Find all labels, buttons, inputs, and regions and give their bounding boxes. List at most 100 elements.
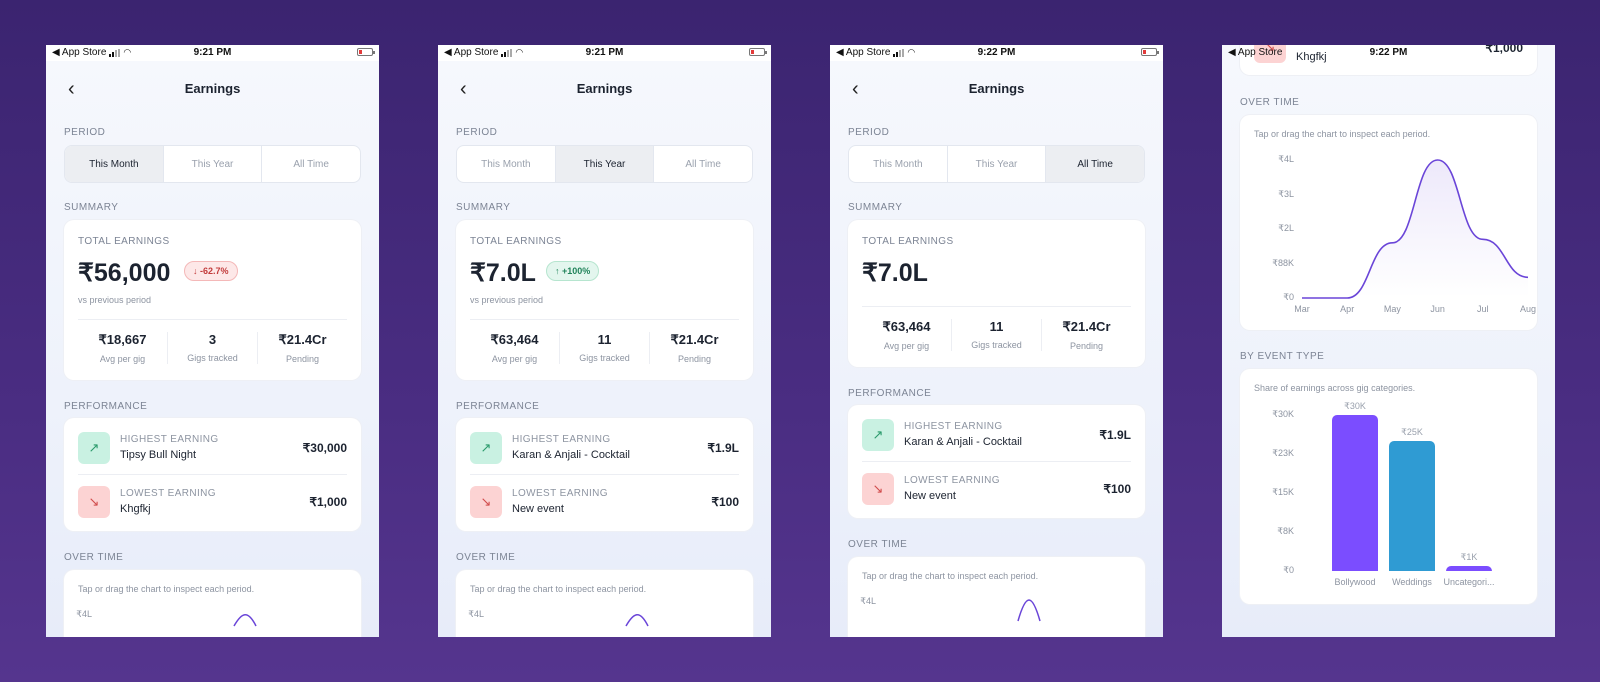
stat-gigs-tracked: 11Gigs tracked [952, 319, 1042, 351]
phone-screen-3: ◀ App Store ◠ 9:22 PM ‹ Earnings PERIOD … [830, 45, 1163, 637]
tab-this-month[interactable]: This Month [849, 146, 948, 182]
total-earnings-value: ₹7.0L [470, 258, 536, 288]
over-time-hint: Tap or drag the chart to inspect each pe… [862, 571, 1038, 581]
section-label-performance: PERFORMANCE [456, 401, 539, 412]
trend-up-icon: ↗ [78, 432, 110, 464]
over-time-chart-peek [626, 610, 686, 630]
page-title: Earnings [830, 81, 1163, 96]
phone-screen-4: ↘Khgfkj₹1,000◀ App Store9:22 PMOVER TIME… [1222, 45, 1555, 637]
highest-earning-value: ₹1.9L [1099, 428, 1131, 442]
tab-this-month[interactable]: This Month [65, 146, 164, 182]
over-time-card[interactable]: Tap or drag the chart to inspect each pe… [1240, 115, 1537, 330]
by-event-hint: Share of earnings across gig categories. [1254, 383, 1415, 393]
summary-card: TOTAL EARNINGS ₹7.0L ₹63,464Avg per gig … [848, 220, 1145, 367]
bar-value-label: ₹1K [1461, 552, 1478, 563]
highest-earning-row[interactable]: ↗ HIGHEST EARNING Tipsy Bull Night ₹30,0… [78, 432, 347, 464]
y-tick-label: ₹8K [1258, 526, 1294, 537]
divider [470, 319, 739, 320]
over-time-card[interactable]: Tap or drag the chart to inspect each pe… [64, 570, 361, 637]
divider [862, 461, 1131, 462]
stat-avg-per-gig: ₹63,464Avg per gig [862, 319, 952, 351]
bar[interactable] [1332, 415, 1378, 571]
tab-all-time[interactable]: All Time [262, 146, 360, 182]
over-time-line-chart[interactable] [1240, 115, 1555, 330]
summary-card: TOTAL EARNINGS ₹56,000 ↓ -62.7% vs previ… [64, 220, 361, 380]
tab-all-time[interactable]: All Time [1046, 146, 1144, 182]
page-title: Earnings [438, 81, 771, 96]
y-tick-label: ₹15K [1258, 487, 1294, 498]
section-label-summary: SUMMARY [64, 202, 118, 213]
series-line [234, 615, 256, 626]
bar-value-label: ₹30K [1344, 401, 1366, 412]
vs-previous-label: vs previous period [470, 295, 543, 305]
series-line [626, 615, 648, 626]
highest-earning-row[interactable]: ↗ HIGHEST EARNING Karan & Anjali - Cockt… [470, 432, 739, 464]
tab-this-year[interactable]: This Year [948, 146, 1047, 182]
period-selector: This Month This Year All Time [848, 145, 1145, 183]
series-line [1018, 600, 1040, 621]
over-time-card[interactable]: Tap or drag the chart to inspect each pe… [456, 570, 753, 637]
lowest-earning-label: LOWEST EARNING [512, 488, 608, 499]
trend-up-icon: ↗ [862, 419, 894, 451]
y-tick-label: ₹30K [1258, 409, 1294, 420]
trend-up-icon: ↗ [470, 432, 502, 464]
y-tick-label: ₹4L [448, 609, 484, 620]
phone-screen-1: ◀ App Store ◠ 9:21 PM ‹ Earnings PERIOD … [46, 45, 379, 637]
total-earnings-value: ₹56,000 [78, 258, 170, 288]
total-earnings-value: ₹7.0L [862, 258, 928, 288]
status-time: 9:21 PM [46, 47, 379, 58]
lowest-earning-row[interactable]: ↘ LOWEST EARNING New event ₹100 [470, 486, 739, 518]
change-badge: ↑ +100% [546, 261, 599, 281]
status-time: 9:21 PM [438, 47, 771, 58]
period-selector: This Month This Year All Time [456, 145, 753, 183]
x-tick-label: Bollywood [1334, 577, 1375, 587]
lowest-earning-row[interactable]: ↘ LOWEST EARNING Khgfkj ₹1,000 [78, 486, 347, 518]
lowest-earning-label: LOWEST EARNING [120, 488, 216, 499]
highest-earning-row[interactable]: ↗ HIGHEST EARNING Karan & Anjali - Cockt… [862, 419, 1131, 451]
vs-previous-label: vs previous period [78, 295, 151, 305]
tab-this-year[interactable]: This Year [556, 146, 655, 182]
tab-all-time[interactable]: All Time [654, 146, 752, 182]
highest-earning-name: Karan & Anjali - Cocktail [904, 436, 1022, 448]
battery-icon [357, 48, 373, 56]
page-title: Earnings [46, 81, 379, 96]
over-time-hint: Tap or drag the chart to inspect each pe… [78, 584, 254, 594]
stat-avg-per-gig: ₹18,667Avg per gig [78, 332, 168, 364]
tab-this-month[interactable]: This Month [457, 146, 556, 182]
performance-card: ↗ HIGHEST EARNING Tipsy Bull Night ₹30,0… [64, 418, 361, 531]
trend-down-icon: ↘ [78, 486, 110, 518]
highest-earning-label: HIGHEST EARNING [512, 434, 611, 445]
divider [78, 474, 347, 475]
bar[interactable] [1446, 566, 1492, 571]
section-label-period: PERIOD [456, 127, 497, 138]
summary-card: TOTAL EARNINGS ₹7.0L ↑ +100% vs previous… [456, 220, 753, 380]
section-label-by-event-type: BY EVENT TYPE [1240, 351, 1324, 362]
change-badge: ↓ -62.7% [184, 261, 238, 281]
highest-earning-name: Tipsy Bull Night [120, 449, 196, 461]
header: ‹ Earnings [438, 61, 771, 117]
by-event-type-card[interactable]: Share of earnings across gig categories.… [1240, 369, 1537, 604]
section-label-summary: SUMMARY [456, 202, 510, 213]
y-tick-label: ₹4L [840, 596, 876, 607]
highest-earning-label: HIGHEST EARNING [904, 421, 1003, 432]
lowest-earning-name: New event [512, 503, 564, 515]
performance-card: ↗ HIGHEST EARNING Karan & Anjali - Cockt… [848, 405, 1145, 518]
stat-pending: ₹21.4CrPending [650, 332, 739, 364]
section-label-over-time: OVER TIME [848, 539, 907, 550]
bar[interactable] [1389, 441, 1435, 571]
lowest-earning-row[interactable]: ↘ LOWEST EARNING New event ₹100 [862, 473, 1131, 505]
period-selector: This Month This Year All Time [64, 145, 361, 183]
over-time-card[interactable]: Tap or drag the chart to inspect each pe… [848, 557, 1145, 637]
stat-pending: ₹21.4CrPending [258, 332, 347, 364]
performance-card: ↗ HIGHEST EARNING Karan & Anjali - Cockt… [456, 418, 753, 531]
divider [470, 474, 739, 475]
over-time-chart-peek [1018, 597, 1078, 617]
tab-this-year[interactable]: This Year [164, 146, 263, 182]
lowest-earning-value: ₹100 [1103, 482, 1131, 496]
highest-earning-name: Karan & Anjali - Cocktail [512, 449, 630, 461]
section-label-performance: PERFORMANCE [64, 401, 147, 412]
bar-value-label: ₹25K [1401, 427, 1423, 438]
stat-gigs-tracked: 3Gigs tracked [168, 332, 258, 364]
section-label-period: PERIOD [64, 127, 105, 138]
divider [862, 306, 1131, 307]
